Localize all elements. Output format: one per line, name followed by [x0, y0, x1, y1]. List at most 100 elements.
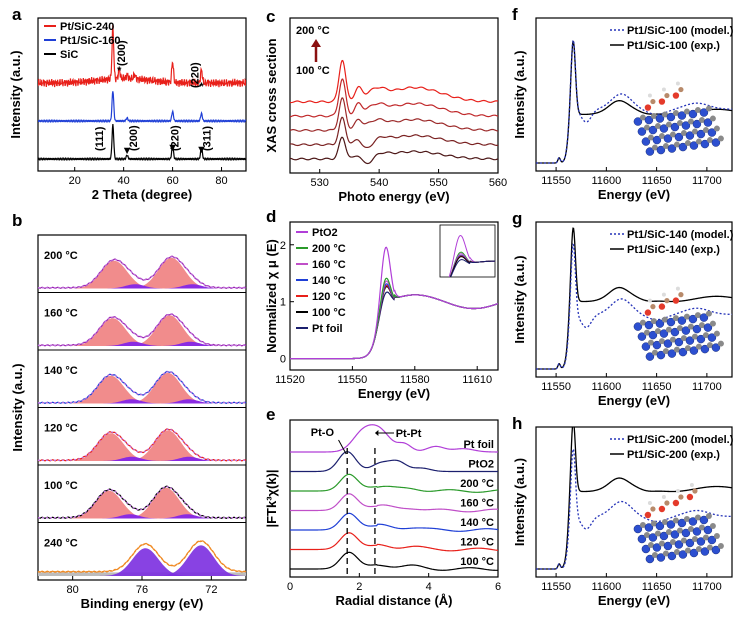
panel-g-x-tick-label: 11550 [541, 381, 571, 393]
panel-letter-h: h [512, 414, 522, 433]
panel-c-y-axis-label: XAS cross section [264, 38, 279, 152]
panel-b-component-fill [38, 315, 246, 346]
panel-h-x-axis-label: Energy (eV) [598, 593, 670, 608]
panel-e-annotation-pt-pt: Pt-Pt [396, 428, 422, 440]
panel-e-plot-frame [289, 419, 499, 578]
panel-e-series-0 [290, 424, 498, 453]
panel-e-series-label: PtO2 [468, 459, 494, 471]
panel-b-x-tick-label: 72 [205, 584, 217, 596]
panel-b-component-fill [38, 456, 246, 461]
panel-b-x-axis-label: Binding energy (eV) [81, 596, 204, 611]
panel-b-component-fill [38, 490, 246, 519]
panel-a-annotation: (111) [94, 126, 106, 151]
panel-letter-c: c [266, 7, 275, 26]
panel-g-structure-inset [633, 286, 724, 361]
panel-h-x-tick-label: 11600 [591, 581, 621, 593]
panel-b-component-fill [38, 545, 246, 576]
panel-b-temperature-label: 100 °C [44, 480, 78, 492]
panel-e-series-label: 160 °C [460, 498, 494, 510]
panel-c-x-tick-label: 530 [311, 177, 329, 189]
panel-d-x-tick-label: 11610 [462, 374, 492, 386]
panel-e-x-tick-label: 0 [287, 581, 293, 593]
panel-b-component-fill [38, 399, 246, 404]
panel-c-x-axis-label: Photo energy (eV) [338, 189, 449, 204]
panel-d-legend-label: Pt foil [312, 323, 343, 335]
panel-c-annotation-top: 200 °C [296, 25, 330, 37]
panel-e-x-axis-label: Radial distance (Å) [335, 593, 452, 608]
panel-e-series-5 [290, 532, 498, 552]
panel-e-series-1 [290, 451, 498, 473]
panel-h-structure-inset [633, 483, 724, 564]
panel-f-x-tick-label: 11650 [642, 175, 672, 187]
panel-c-x-tick-label: 540 [370, 177, 388, 189]
panel-b-component-fill [38, 548, 246, 576]
panel-b-component-fill [38, 433, 246, 461]
panel-g-x-tick-label: 11600 [591, 381, 621, 393]
panel-h-x-tick-label: 11700 [692, 581, 722, 593]
panel-d-x-tick-label: 11580 [400, 374, 430, 386]
panel-b-temperature-label: 160 °C [44, 308, 78, 320]
panel-a-legend-label: Pt1/SiC-160 [60, 35, 121, 47]
panel-b-x-tick-label: 76 [136, 584, 148, 596]
panel-a-star-marker: * [117, 65, 122, 77]
panel-d-x-tick-label: 11520 [275, 374, 305, 386]
panel-f-x-tick-label: 11550 [541, 175, 571, 187]
panel-letter-e: e [266, 405, 275, 424]
panel-d-legend-label: 100 °C [312, 307, 346, 319]
panel-c-x-tick-label: 550 [429, 177, 447, 189]
panel-a-annotation: (200) [128, 125, 140, 151]
panel-e-series-6 [290, 551, 498, 571]
panel-letter-d: d [266, 207, 276, 226]
panel-b-temperature-label: 200 °C [44, 250, 78, 262]
panel-e-series-label: 200 °C [460, 478, 494, 490]
panel-e-annotation-pt-o: Pt-O [311, 427, 335, 439]
panel-letter-a: a [12, 5, 22, 24]
panel-e-series-3 [290, 493, 498, 513]
panel-h-legend-label-exp: Pt1/SiC-200 (exp.) [627, 449, 720, 461]
panel-f-structure-inset [633, 81, 724, 156]
panel-a-x-tick-label: 80 [215, 175, 227, 187]
panel-e-x-tick-label: 2 [356, 581, 362, 593]
panel-c-plot-frame [289, 17, 499, 174]
panel-g-x-tick-label: 11650 [642, 381, 672, 393]
panel-c-arrow-head [311, 39, 321, 47]
panel-e-series-2 [290, 473, 498, 493]
panel-a-annotation: (220) [189, 62, 201, 88]
panel-a-series-1 [38, 91, 246, 123]
panel-e-series-label: 100 °C [460, 556, 494, 568]
panel-b-component-fill [38, 260, 246, 289]
panel-letter-b: b [12, 211, 22, 230]
panel-b-component-fill [38, 375, 246, 404]
panel-d-y-axis-label: Normalized χ μ (E) [264, 239, 279, 353]
panel-b-fit-envelope [38, 256, 246, 289]
panel-d-y-tick-label: 1 [280, 297, 286, 309]
panel-d-series [290, 246, 498, 360]
panel-d-inset-series [450, 259, 495, 277]
panel-c-series-2 [290, 97, 498, 132]
panel-b-component-fill [38, 514, 246, 519]
panel-d-inset-frame [439, 224, 496, 278]
panel-a-annotation: (311) [202, 126, 214, 151]
panel-d-legend-label: 200 °C [312, 243, 346, 255]
panel-b-temperature-label: 240 °C [44, 538, 78, 550]
panel-b-component-fill [38, 341, 246, 346]
panel-e-arrow [338, 439, 347, 455]
panel-a-annotation: (200) [116, 40, 128, 66]
panel-h-legend-label-model: Pt1/SiC-200 (model.) [627, 434, 734, 446]
panel-b-component-fill [38, 341, 246, 346]
panel-b-y-axis-label: Intensity (a.u.) [10, 363, 25, 451]
panel-h-x-tick-label: 11650 [642, 581, 672, 593]
panel-g-y-axis-label: Intensity (a.u.) [512, 255, 527, 343]
panel-d-x-tick-label: 11550 [338, 374, 368, 386]
panel-e-series-label: 140 °C [460, 517, 494, 529]
panel-e-series-label: 120 °C [460, 537, 494, 549]
panel-letter-g: g [512, 209, 522, 228]
panel-b-component-fill [38, 399, 246, 404]
panel-g-plot-frame [535, 221, 733, 378]
panel-b-temperature-label: 120 °C [44, 423, 78, 435]
panel-d-legend-label: PtO2 [312, 227, 338, 239]
panel-f-x-axis-label: Energy (eV) [598, 187, 670, 202]
panel-f-legend-label-exp: Pt1/SiC-100 (exp.) [627, 40, 720, 52]
panel-b-fit-envelope [38, 486, 246, 519]
